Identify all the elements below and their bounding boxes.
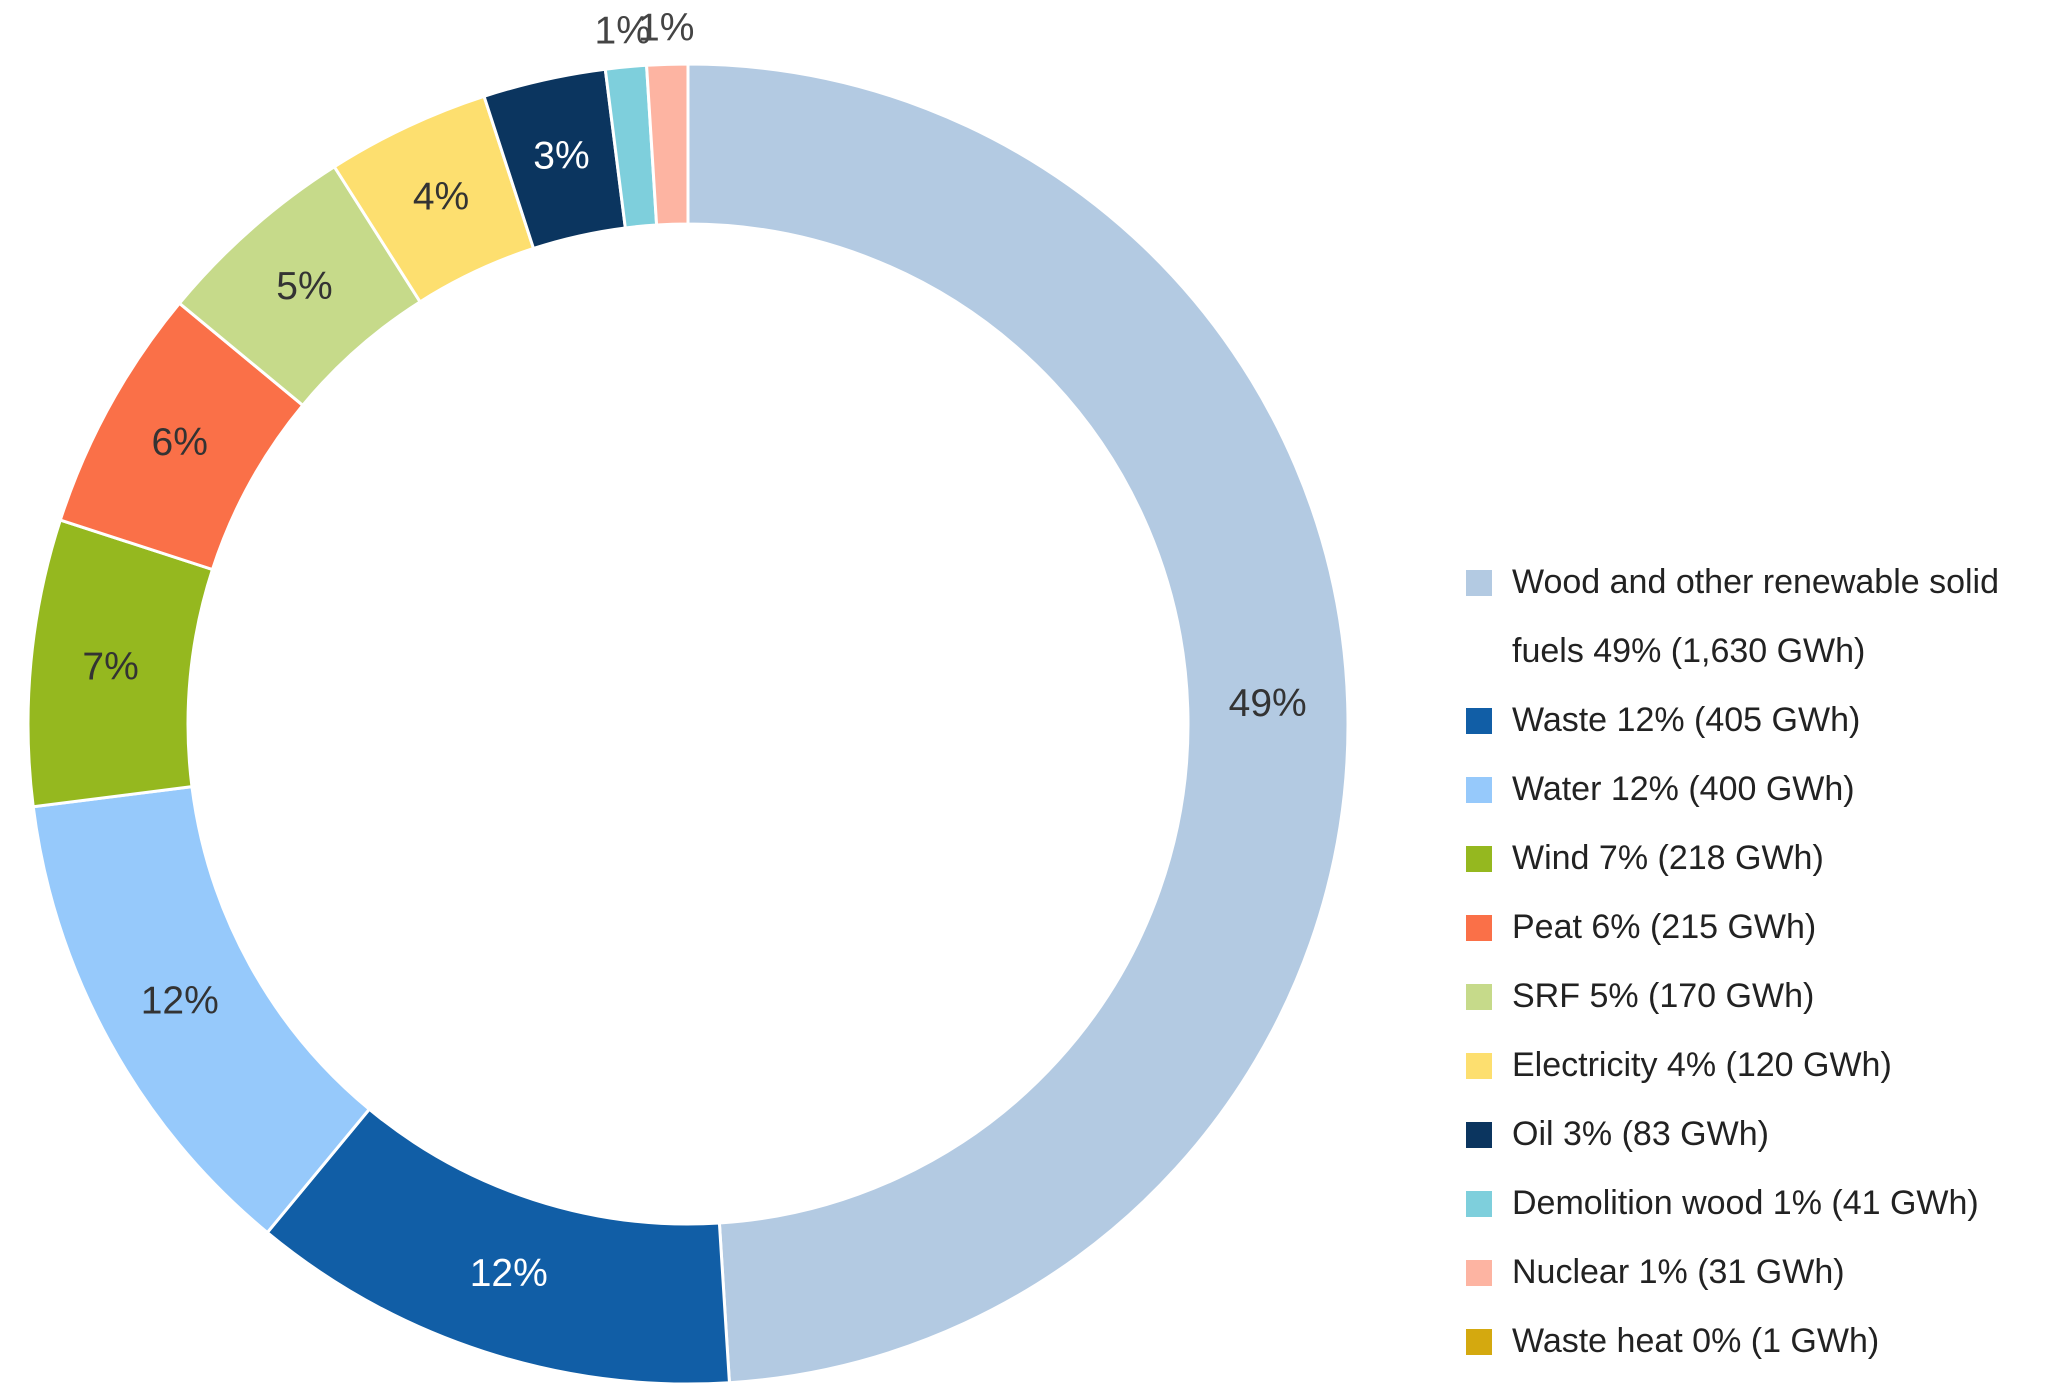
- legend-label: Waste 12% (405 GWh): [1512, 701, 1861, 739]
- legend-swatch: [1466, 846, 1492, 872]
- legend-item: Peat 6% (215 GWh): [1466, 893, 2060, 962]
- legend-swatch: [1466, 1260, 1492, 1286]
- data-label: 5%: [276, 265, 332, 308]
- slice: [686, 62, 1350, 1385]
- legend-swatch: [1466, 915, 1492, 941]
- legend-swatch: [1466, 984, 1492, 1010]
- data-label: 6%: [152, 421, 208, 464]
- legend-label: Peat 6% (215 GWh): [1512, 908, 1817, 946]
- legend-swatch: [1466, 570, 1492, 596]
- legend-label: Electricity 4% (120 GWh): [1512, 1046, 1892, 1084]
- legend-item: Wind 7% (218 GWh): [1466, 824, 2060, 893]
- data-label: 1%: [638, 7, 694, 50]
- legend-label: SRF 5% (170 GWh): [1512, 977, 1815, 1015]
- data-label: 1%: [595, 9, 651, 52]
- data-label: 49%: [1229, 682, 1307, 725]
- data-label: 4%: [413, 175, 469, 218]
- legend-item: Wood and other renewable solid fuels 49%…: [1466, 548, 2060, 686]
- data-label: 3%: [533, 134, 589, 177]
- legend-label: Demolition wood 1% (41 GWh): [1512, 1184, 1979, 1222]
- legend-swatch: [1466, 1329, 1492, 1355]
- legend-swatch: [1466, 1122, 1492, 1148]
- data-label: 12%: [470, 1252, 548, 1295]
- legend-item: SRF 5% (170 GWh): [1466, 962, 2060, 1031]
- legend-item: Water 12% (400 GWh): [1466, 755, 2060, 824]
- legend-label: Oil 3% (83 GWh): [1512, 1115, 1769, 1153]
- legend-swatch: [1466, 777, 1492, 803]
- legend-label: Water 12% (400 GWh): [1512, 770, 1855, 808]
- legend-item: Nuclear 1% (31 GWh): [1466, 1238, 2060, 1307]
- legend-item: Oil 3% (83 GWh): [1466, 1100, 2060, 1169]
- legend-label: Waste heat 0% (1 GWh): [1512, 1322, 1880, 1360]
- legend-item: Waste 12% (405 GWh): [1466, 686, 2060, 755]
- data-label: 7%: [82, 646, 138, 689]
- legend: Wood and other renewable solid fuels 49%…: [1466, 548, 2060, 1376]
- slice: [644, 62, 690, 227]
- legend-swatch: [1466, 708, 1492, 734]
- data-label: 12%: [141, 980, 219, 1023]
- legend-label: Wood and other renewable solid fuels 49%…: [1512, 563, 2000, 670]
- legend-item: Waste heat 0% (1 GWh): [1466, 1307, 2060, 1376]
- legend-swatch: [1466, 1053, 1492, 1079]
- legend-item: Electricity 4% (120 GWh): [1466, 1031, 2060, 1100]
- legend-label: Nuclear 1% (31 GWh): [1512, 1253, 1845, 1291]
- legend-swatch: [1466, 1191, 1492, 1217]
- chart: 49% 12% 12% 7% 6% 5% 4% 3% 1%1%: [26, 7, 1350, 1386]
- legend-item: Demolition wood 1% (41 GWh): [1466, 1169, 2060, 1238]
- legend-label: Wind 7% (218 GWh): [1512, 839, 1824, 877]
